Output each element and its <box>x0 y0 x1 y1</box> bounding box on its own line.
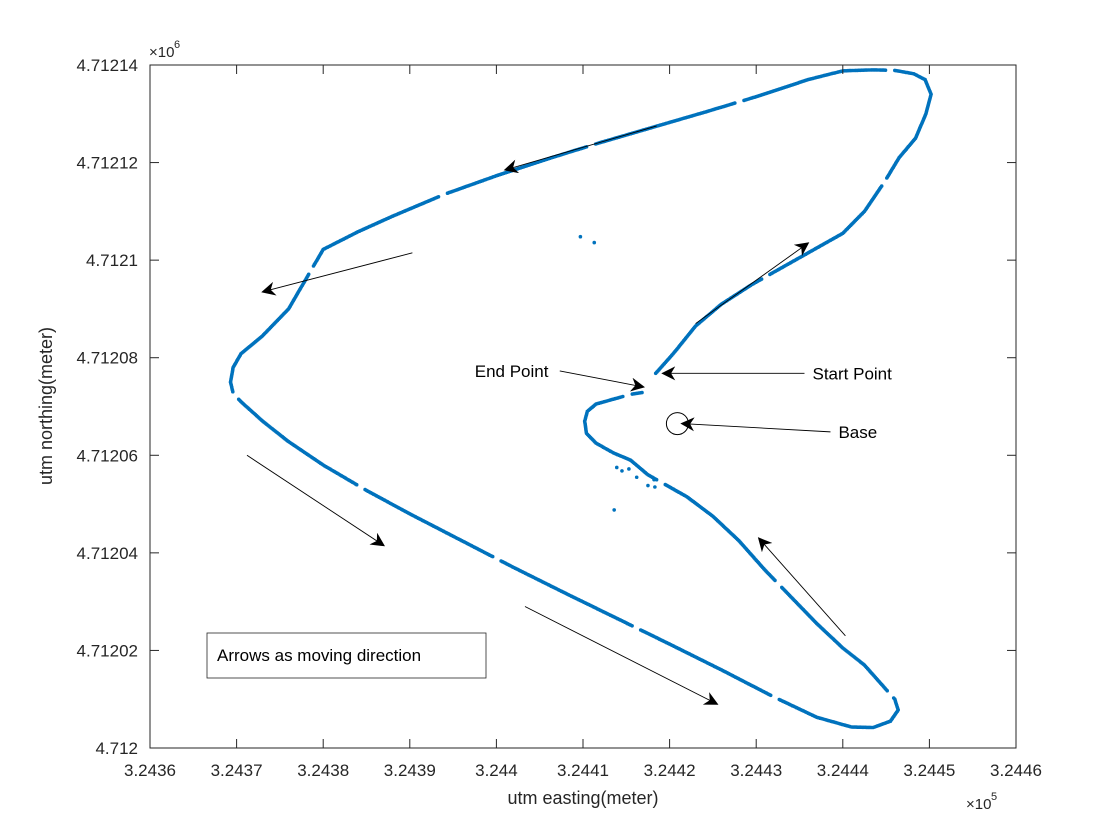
data-point <box>634 475 639 480</box>
annotation-label: End Point <box>475 362 549 381</box>
y-axis-label: utm northing(meter) <box>36 327 56 485</box>
x-tick-label: 3.2437 <box>211 761 263 780</box>
data-point <box>742 98 746 103</box>
x-tick-label: 3.2442 <box>644 761 696 780</box>
data-marks: End Point Start Point Base <box>228 68 933 730</box>
y-tick-label: 4.71202 <box>77 641 138 660</box>
x-exponent-label: ×10 5 <box>966 791 997 813</box>
data-point <box>592 240 597 245</box>
data-point <box>891 696 896 700</box>
y-exponent-power: 6 <box>174 39 180 51</box>
x-tick-label: 3.2439 <box>384 761 436 780</box>
y-tick-label: 4.71212 <box>77 154 138 173</box>
x-axis-label: utm easting(meter) <box>507 788 658 808</box>
data-point <box>646 483 650 488</box>
annotation-arrow <box>559 370 645 392</box>
legend-note-text: Arrows as moving direction <box>217 646 421 665</box>
data-point <box>614 465 619 470</box>
x-tick-label: 3.2444 <box>817 761 869 780</box>
direction-arrow <box>695 242 810 324</box>
y-tick-label: 4.71206 <box>77 446 138 465</box>
data-point <box>780 585 784 590</box>
legend-note-box: Arrows as moving direction <box>206 632 487 679</box>
x-tick-label: 3.2443 <box>730 761 782 780</box>
data-point <box>490 554 495 559</box>
y-tick-label: 4.712 <box>95 739 138 758</box>
data-point <box>663 482 668 487</box>
y-exponent-label: ×10 6 <box>149 39 180 61</box>
data-point <box>445 191 450 195</box>
y-tick-label: 4.71214 <box>77 56 138 75</box>
data-point <box>759 277 764 281</box>
x-exponent-base: ×10 <box>966 796 991 813</box>
data-point <box>620 469 624 473</box>
direction-arrow <box>246 454 385 547</box>
data-point <box>893 68 897 73</box>
x-exponent-power: 5 <box>991 791 997 803</box>
direction-arrow <box>524 606 719 705</box>
x-tick-label: 3.2436 <box>124 761 176 780</box>
y-tick-label: 4.71204 <box>77 544 138 563</box>
x-tick-label: 3.244 <box>475 761 518 780</box>
x-tick-label: 3.2445 <box>903 761 955 780</box>
data-point <box>652 477 656 482</box>
data-point <box>354 482 359 487</box>
direction-arrow <box>503 125 657 174</box>
legend-note-frame <box>206 632 487 679</box>
data-point <box>231 389 235 394</box>
data-point <box>653 485 657 489</box>
data-point <box>621 394 625 399</box>
data-point <box>630 624 634 628</box>
direction-arrow <box>261 252 413 296</box>
y-tick-label: 4.71208 <box>77 349 138 368</box>
data-point <box>311 264 316 268</box>
y-tick-label: 4.7121 <box>86 251 138 270</box>
data-point <box>640 390 644 395</box>
data-point <box>627 467 631 471</box>
annotation-arrow <box>680 417 831 433</box>
annotation-label: Base <box>838 423 877 442</box>
direction-arrow <box>757 537 846 637</box>
data-point <box>612 508 616 512</box>
x-tick-label: 3.2446 <box>990 761 1042 780</box>
tick-marks: 3.2436 3.2437 3.2438 3.2439 3.244 3.2441 3.244… <box>77 56 1042 780</box>
annotation-label: Start Point <box>812 364 892 383</box>
x-tick-label: 3.2441 <box>557 761 609 780</box>
data-point <box>578 234 583 239</box>
data-point <box>768 693 773 698</box>
y-exponent-base: ×10 <box>149 44 174 61</box>
x-tick-label: 3.2438 <box>297 761 349 780</box>
data-point <box>879 184 884 188</box>
